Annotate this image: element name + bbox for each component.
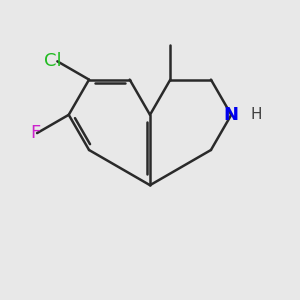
Text: Cl: Cl — [44, 52, 62, 70]
Text: H: H — [251, 107, 262, 122]
Text: F: F — [31, 124, 41, 142]
Text: N: N — [224, 106, 239, 124]
